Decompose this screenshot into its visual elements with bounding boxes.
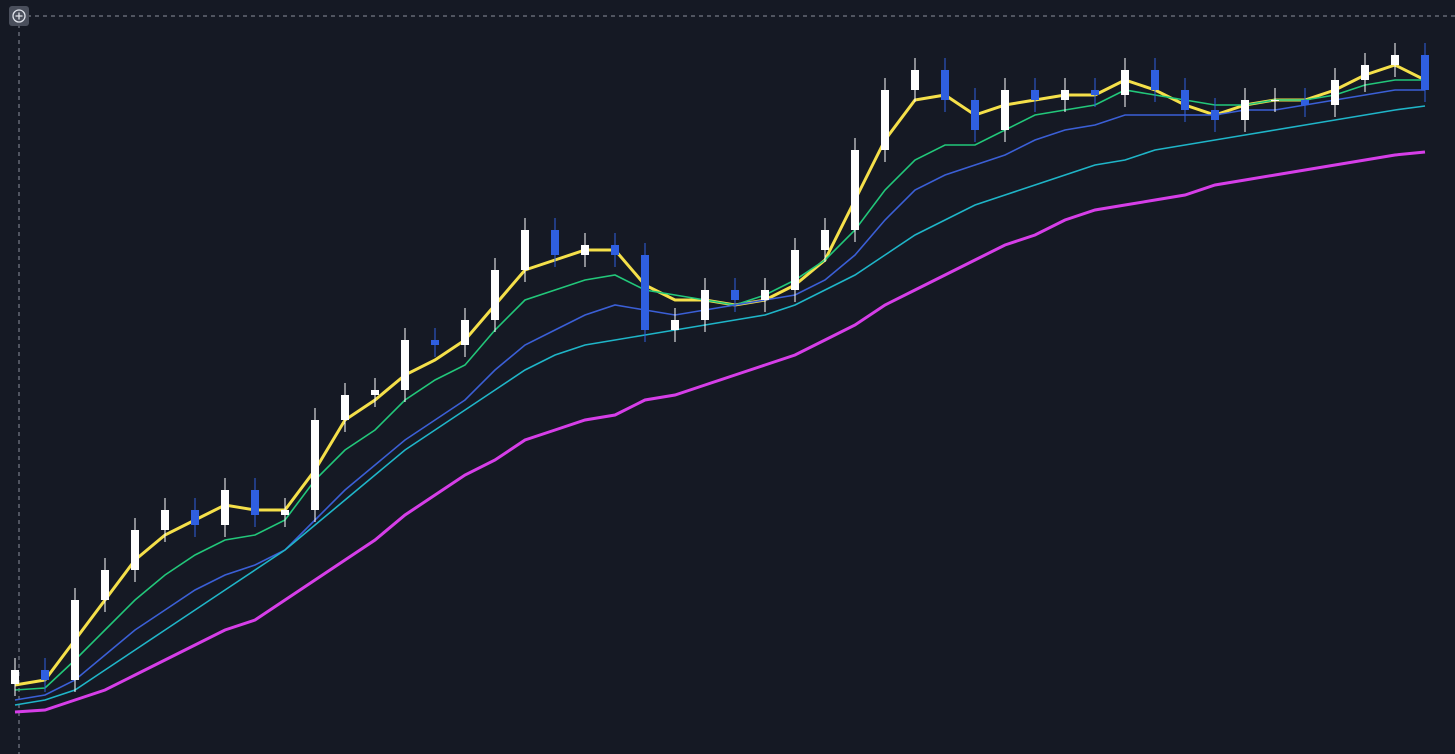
candle-body (1391, 55, 1399, 65)
moving-average-line (14, 89, 1425, 701)
candle-body (581, 245, 589, 255)
candle-body (1421, 55, 1429, 90)
candle-body (1121, 70, 1129, 95)
candle-body (1091, 90, 1099, 95)
candle-body (611, 245, 619, 255)
candle-body (851, 150, 859, 230)
candle-body (251, 490, 259, 515)
candle-body (11, 670, 19, 684)
candle-body (281, 510, 289, 515)
candle-body (1361, 65, 1369, 80)
candle-body (71, 600, 79, 680)
candle-body (461, 320, 469, 345)
candle-body (821, 230, 829, 250)
candle-body (191, 510, 199, 525)
candle-body (161, 510, 169, 530)
moving-average-line (14, 105, 1426, 706)
plot-area (11, 43, 1429, 714)
candle-body (731, 290, 739, 300)
candle-body (221, 490, 229, 525)
candle-body (671, 320, 679, 330)
crosshair-button[interactable] (9, 6, 29, 26)
candle-body (1061, 90, 1069, 100)
moving-average-line (14, 150, 1426, 714)
candle-body (1241, 100, 1249, 120)
moving-average-line (14, 79, 1425, 691)
candle-body (791, 250, 799, 290)
candle-body (1151, 70, 1159, 90)
candle-body (1211, 110, 1219, 120)
candle-body (101, 570, 109, 600)
candle-body (401, 340, 409, 390)
candle-body (881, 90, 889, 150)
candle-body (521, 230, 529, 270)
candle-body (911, 70, 919, 90)
candle-body (41, 670, 49, 680)
candle-body (1181, 90, 1189, 110)
candle-body (761, 290, 769, 300)
candle-body (341, 395, 349, 420)
candle-body (371, 390, 379, 395)
candle-body (1031, 90, 1039, 100)
candle-body (1271, 100, 1279, 101)
candle-body (971, 100, 979, 130)
candle-body (641, 255, 649, 330)
candle-body (1301, 100, 1309, 105)
candle-body (431, 340, 439, 345)
candle-body (551, 230, 559, 255)
candle-body (491, 270, 499, 320)
candle-body (1001, 90, 1009, 130)
candle-body (941, 70, 949, 100)
candle-body (1331, 80, 1339, 105)
candle-body (701, 290, 709, 320)
candle-body (131, 530, 139, 570)
candle-body (311, 420, 319, 510)
